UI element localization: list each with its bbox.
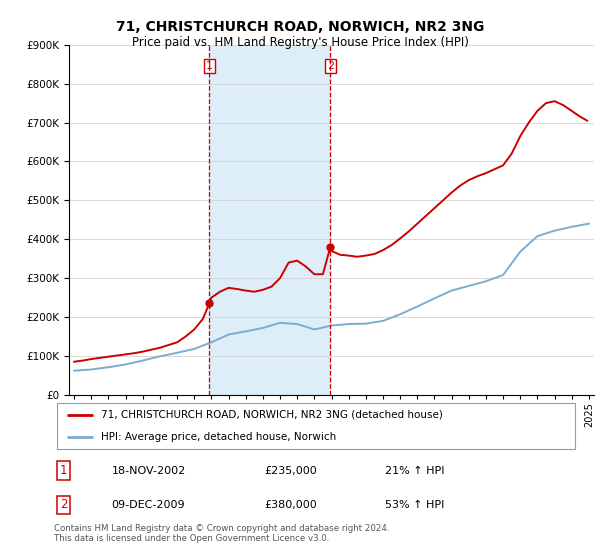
Text: 1: 1 — [60, 464, 67, 477]
Text: 71, CHRISTCHURCH ROAD, NORWICH, NR2 3NG: 71, CHRISTCHURCH ROAD, NORWICH, NR2 3NG — [116, 20, 484, 34]
Text: 1: 1 — [206, 60, 213, 71]
Text: 71, CHRISTCHURCH ROAD, NORWICH, NR2 3NG (detached house): 71, CHRISTCHURCH ROAD, NORWICH, NR2 3NG … — [101, 410, 443, 420]
Text: 53% ↑ HPI: 53% ↑ HPI — [385, 500, 444, 510]
Text: £235,000: £235,000 — [264, 465, 317, 475]
Text: 21% ↑ HPI: 21% ↑ HPI — [385, 465, 444, 475]
Text: Price paid vs. HM Land Registry's House Price Index (HPI): Price paid vs. HM Land Registry's House … — [131, 36, 469, 49]
Text: £380,000: £380,000 — [264, 500, 317, 510]
Text: HPI: Average price, detached house, Norwich: HPI: Average price, detached house, Norw… — [101, 432, 337, 442]
Text: 18-NOV-2002: 18-NOV-2002 — [112, 465, 186, 475]
Text: 2: 2 — [60, 498, 67, 511]
FancyBboxPatch shape — [56, 404, 575, 449]
Text: 09-DEC-2009: 09-DEC-2009 — [112, 500, 185, 510]
Text: 2: 2 — [327, 60, 334, 71]
Text: Contains HM Land Registry data © Crown copyright and database right 2024.
This d: Contains HM Land Registry data © Crown c… — [54, 524, 389, 543]
Bar — [209, 45, 330, 395]
